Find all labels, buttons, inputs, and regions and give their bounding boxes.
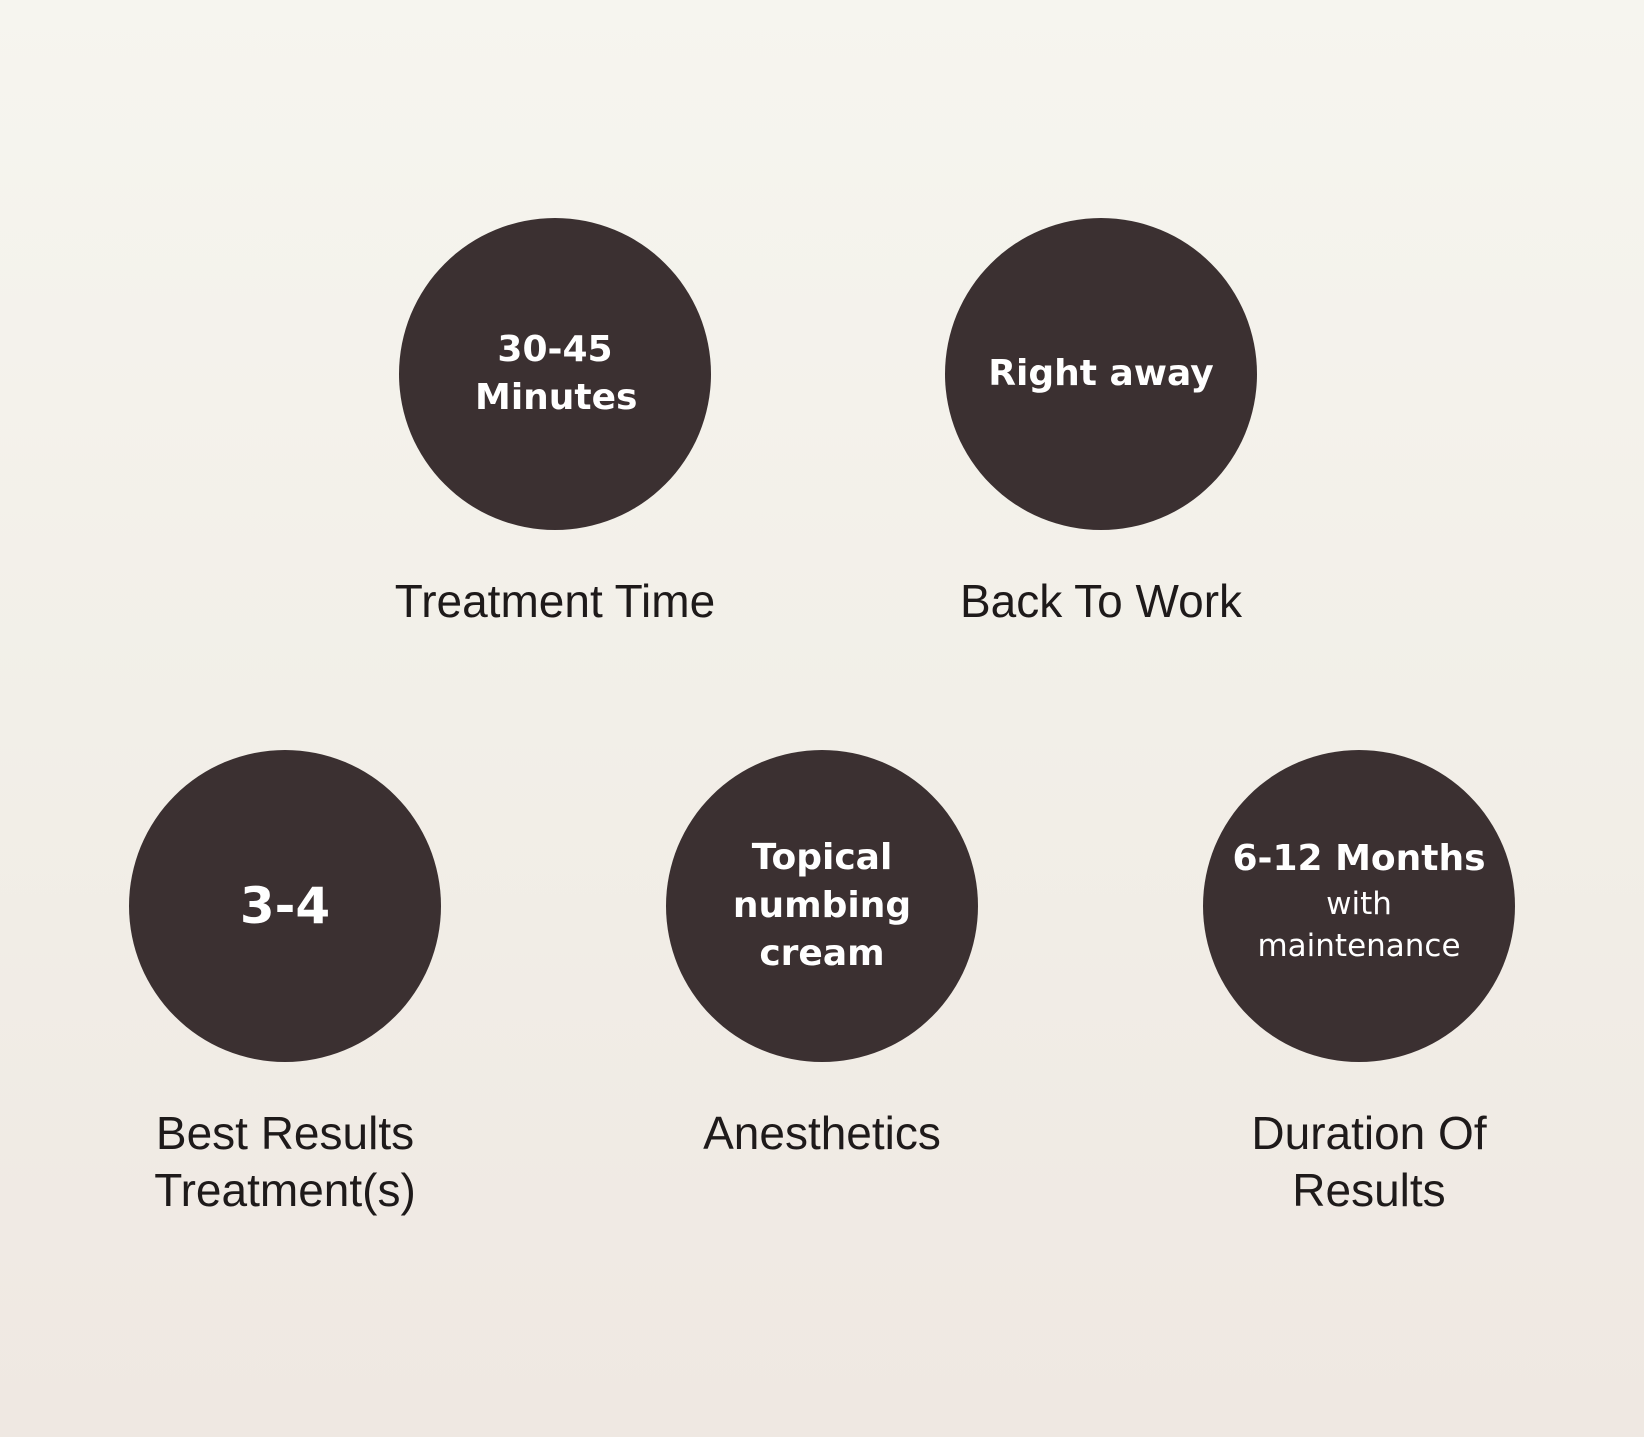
stat-label: Treatment Time (394, 575, 716, 627)
stat-circle: Topical numbing cream (666, 750, 978, 1062)
stat-label: Anesthetics (703, 1107, 941, 1159)
stat-circle: Right away (945, 218, 1257, 530)
stat-circle: 6-12 Months with maintenance (1203, 750, 1515, 1062)
stat-circle: 3-4 (129, 750, 441, 1062)
stat-value: 6-12 Months (1232, 838, 1486, 879)
stat-label: Duration Of Results (1251, 1107, 1487, 1216)
stat-subtext: with maintenance (1257, 886, 1461, 964)
stat-value: 30-45 Minutes (475, 329, 638, 418)
stat-value: 3-4 (239, 877, 331, 935)
stat-circle: 30-45 Minutes (399, 218, 711, 530)
stat-label: Best Results Treatment(s) (154, 1107, 416, 1216)
stat-value: Right away (988, 353, 1214, 394)
stat-value: Topical numbing cream (732, 837, 912, 974)
stat-label: Back To Work (959, 575, 1243, 627)
